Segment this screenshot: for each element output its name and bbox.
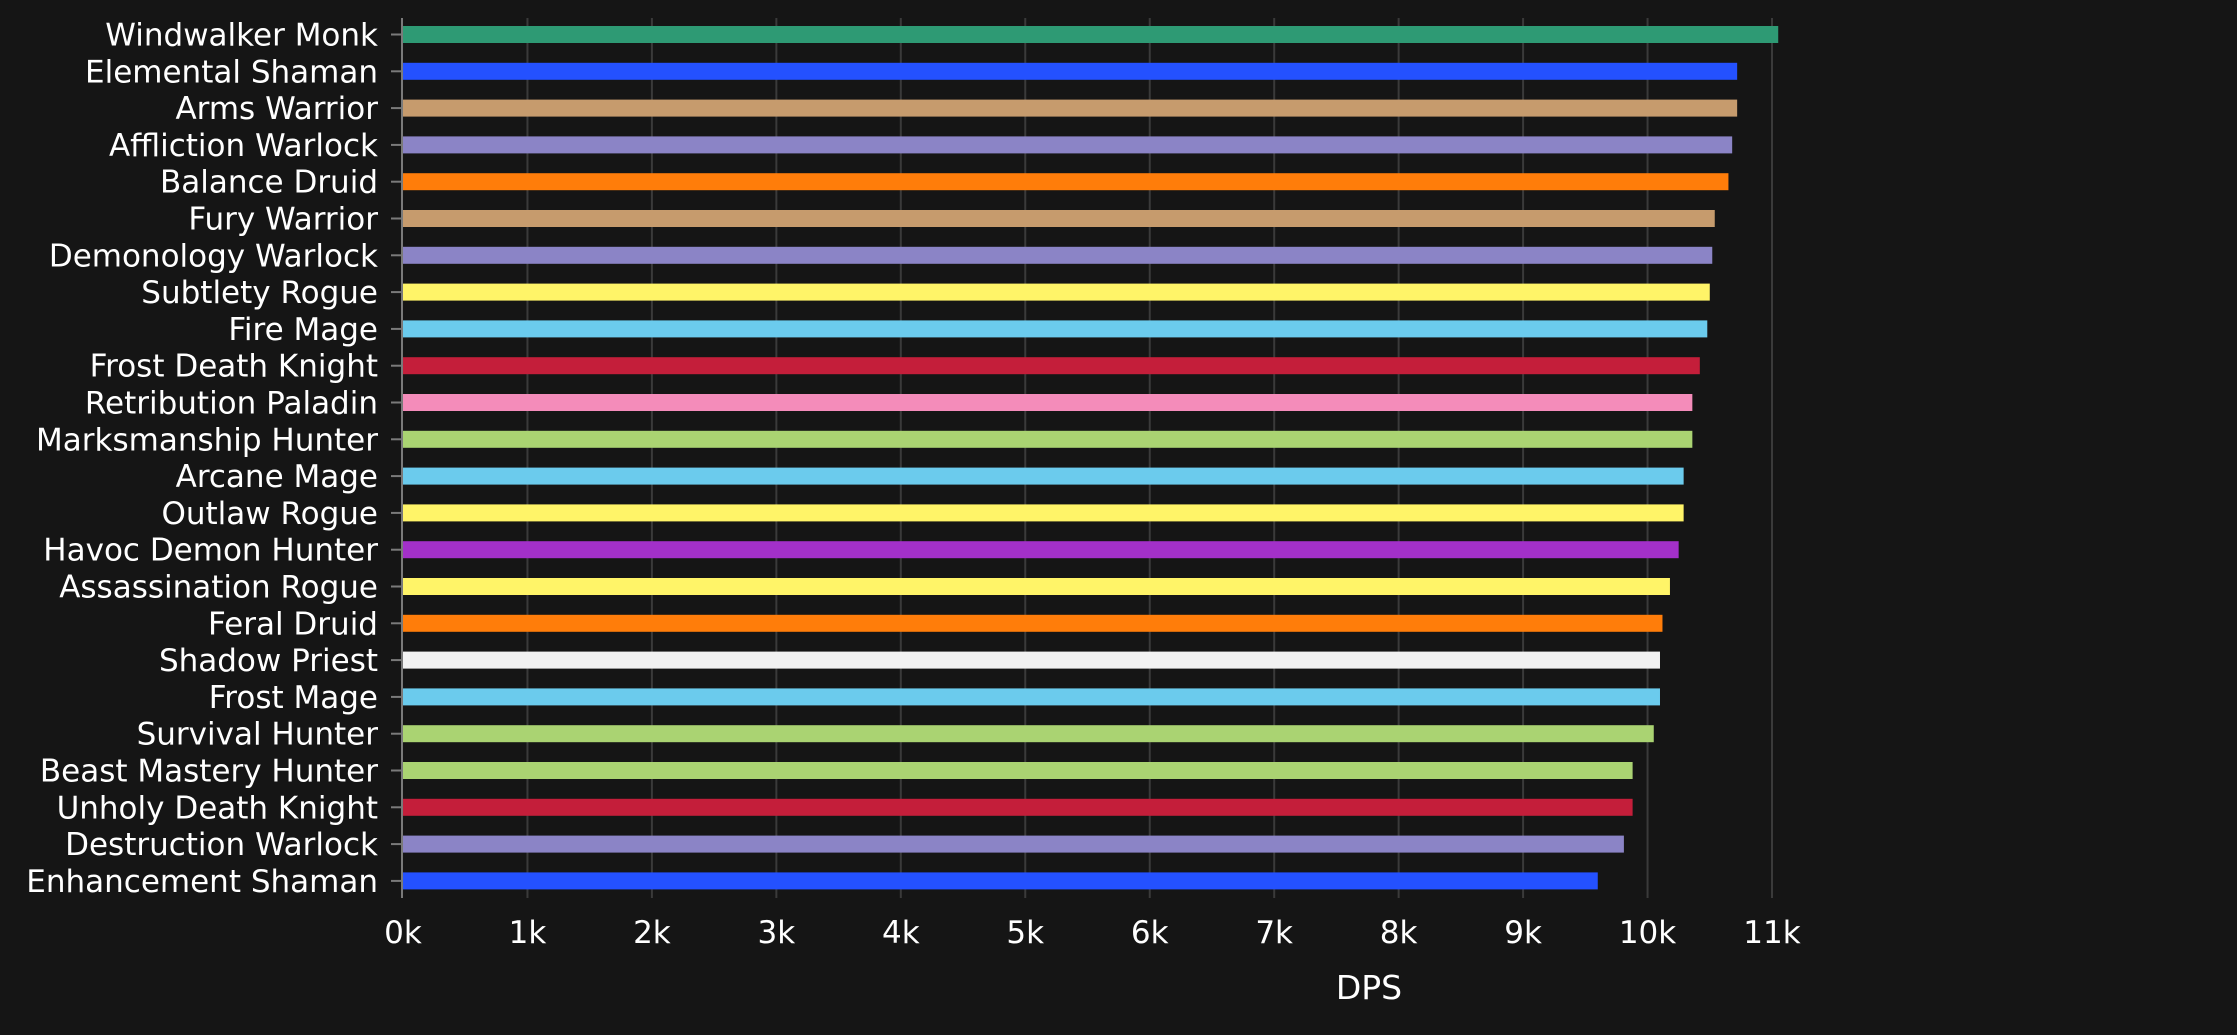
category-label: Feral Druid	[208, 606, 378, 642]
category-label: Arms Warrior	[175, 91, 378, 127]
category-label: Arcane Mage	[176, 459, 378, 495]
category-label: Outlaw Rogue	[161, 496, 378, 532]
bar	[403, 320, 1708, 338]
bar	[403, 688, 1660, 706]
bar	[403, 173, 1729, 191]
bar	[403, 798, 1633, 816]
x-tick-label: 1k	[509, 915, 547, 951]
grid-lines	[526, 18, 1773, 898]
bar	[403, 430, 1693, 448]
category-label: Windwalker Monk	[105, 18, 378, 54]
category-label: Retribution Paladin	[85, 386, 378, 422]
bar	[403, 835, 1624, 853]
category-label: Enhancement Shaman	[26, 864, 378, 900]
bar	[403, 99, 1738, 117]
x-tick-label: 3k	[758, 915, 796, 951]
bar	[403, 136, 1733, 154]
category-label: Marksmanship Hunter	[36, 422, 378, 458]
bar	[403, 210, 1715, 227]
x-tick-label: 9k	[1504, 915, 1542, 951]
category-label: Elemental Shaman	[85, 54, 378, 90]
x-tick-label: 5k	[1006, 915, 1044, 951]
bar	[403, 614, 1663, 632]
category-label: Fury Warrior	[188, 202, 378, 238]
category-label: Demonology Warlock	[49, 238, 378, 274]
x-tick-label: 11k	[1743, 915, 1800, 951]
category-label: Frost Death Knight	[90, 349, 378, 385]
bar	[403, 762, 1633, 779]
category-label: Destruction Warlock	[65, 827, 378, 863]
x-tick-label: 7k	[1255, 915, 1293, 951]
bar	[403, 26, 1779, 43]
category-label: Unholy Death Knight	[57, 790, 378, 826]
category-label: Beast Mastery Hunter	[40, 754, 378, 790]
category-label: Balance Druid	[160, 165, 378, 201]
bar	[403, 283, 1710, 301]
bars	[403, 26, 1779, 890]
category-label: Assassination Rogue	[59, 570, 378, 606]
bar	[403, 62, 1738, 80]
bar	[403, 394, 1693, 411]
x-tick-labels: 0k 1k 2k 3k 4k 5k 6k 7k 8k 9k 10k 11k	[384, 915, 1801, 951]
x-tick-label: 6k	[1131, 915, 1169, 951]
x-tick-label: 2k	[633, 915, 671, 951]
bar	[403, 578, 1670, 595]
bar	[403, 651, 1660, 669]
x-tick-label: 8k	[1380, 915, 1418, 951]
axes	[391, 18, 403, 898]
x-tick-label: 4k	[882, 915, 920, 951]
category-label: Fire Mage	[228, 312, 378, 348]
category-label: Frost Mage	[209, 680, 378, 716]
category-label: Subtlety Rogue	[141, 275, 378, 311]
category-label: Affliction Warlock	[109, 128, 378, 164]
bar	[403, 246, 1713, 264]
bar	[403, 357, 1700, 375]
x-tick-label: 0k	[384, 915, 422, 951]
bar	[403, 467, 1684, 485]
x-axis-title: DPS	[1336, 968, 1402, 1007]
x-tick-label: 10k	[1619, 915, 1676, 951]
bar	[403, 504, 1684, 522]
category-label: Shadow Priest	[159, 643, 378, 679]
bar	[403, 541, 1679, 559]
bar	[403, 872, 1598, 890]
bar	[403, 725, 1654, 743]
category-label: Havoc Demon Hunter	[43, 533, 378, 569]
category-label: Survival Hunter	[137, 717, 379, 753]
